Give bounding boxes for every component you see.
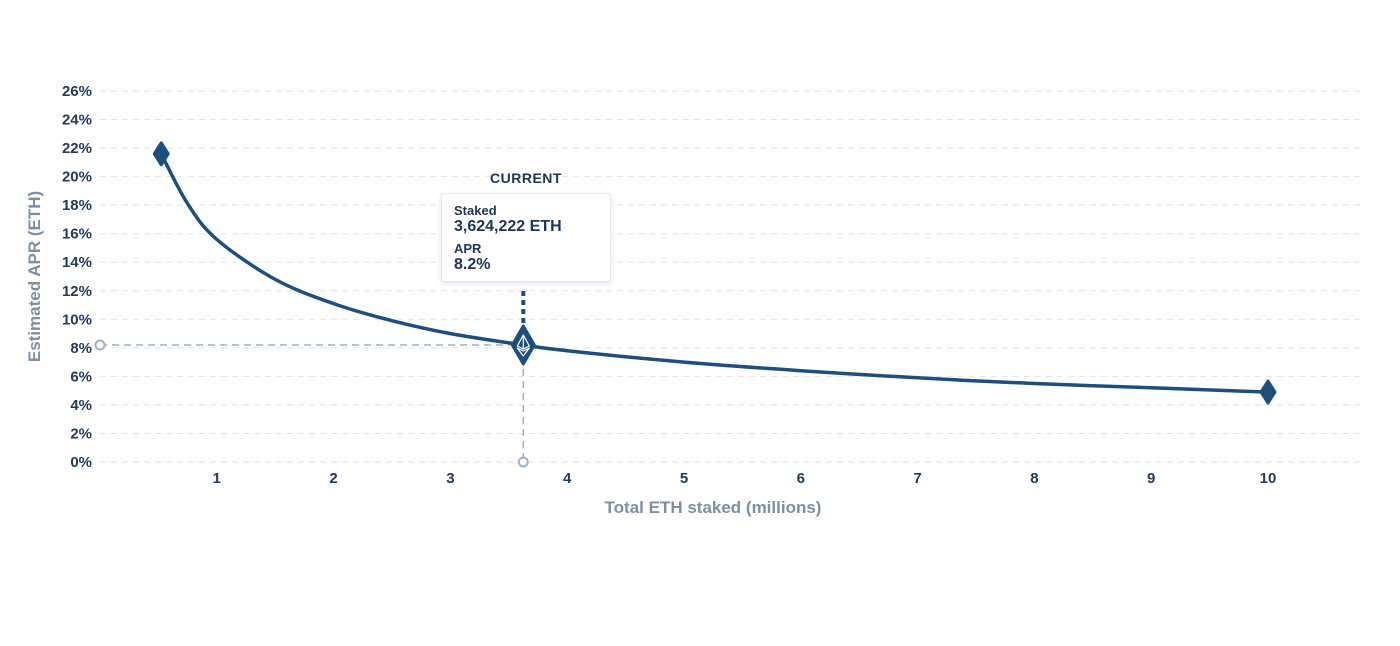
y-tick-label: 16%: [62, 226, 92, 243]
x-tick-label: 10: [1260, 470, 1277, 487]
y-reference-dot: [94, 339, 106, 351]
y-tick-label: 24%: [62, 112, 92, 129]
y-tick-label: 18%: [62, 197, 92, 214]
y-axis-tick-labels: 0% 2% 4% 6% 8% 10% 12% 14% 16% 18% 20% 22% 24% 26%: [62, 83, 92, 471]
apr-curve: [159, 152, 1270, 394]
y-tick-label: 12%: [62, 283, 92, 300]
x-reference-dot: [517, 456, 529, 468]
y-tick-label: 6%: [70, 368, 92, 385]
x-tick-label: 6: [797, 470, 805, 487]
x-tick-label: 2: [329, 470, 337, 487]
x-tick-label: 1: [213, 470, 221, 487]
x-tick-label: 4: [563, 470, 572, 487]
start-point-marker[interactable]: [152, 141, 170, 167]
y-tick-label: 4%: [70, 397, 92, 414]
current-reference-lines: [94, 291, 529, 468]
end-point-marker[interactable]: [1259, 379, 1277, 405]
x-tick-label: 8: [1030, 470, 1038, 487]
x-axis-title: Total ETH staked (millions): [605, 498, 822, 517]
x-tick-label: 3: [446, 470, 454, 487]
tooltip-staked-value: 3,624,222 ETH: [454, 218, 562, 235]
y-tick-label: 0%: [70, 454, 92, 471]
y-tick-label: 20%: [62, 169, 92, 186]
y-tick-label: 10%: [62, 311, 92, 328]
ethereum-icon: [516, 334, 530, 357]
current-label: CURRENT: [490, 170, 562, 186]
y-tick-label: 22%: [62, 140, 92, 157]
current-tooltip: Staked 3,624,222 ETH APR 8.2%: [441, 193, 611, 282]
grid-lines: [100, 90, 1360, 463]
tooltip-apr-label: APR: [454, 241, 482, 256]
x-tick-label: 7: [913, 470, 921, 487]
tooltip-apr-value: 8.2%: [454, 256, 491, 273]
y-tick-label: 8%: [70, 340, 92, 357]
y-tick-label: 26%: [62, 83, 92, 100]
y-tick-label: 2%: [70, 425, 92, 442]
x-axis-tick-labels: 1 2 3 4 5 6 7 8 9 10: [213, 470, 1277, 487]
curve-markers[interactable]: [152, 141, 1277, 405]
tooltip-staked-label: Staked: [454, 203, 497, 218]
y-axis-title: Estimated APR (ETH): [25, 191, 44, 362]
x-tick-label: 5: [680, 470, 688, 487]
x-tick-label: 9: [1147, 470, 1155, 487]
y-tick-label: 14%: [62, 254, 92, 271]
